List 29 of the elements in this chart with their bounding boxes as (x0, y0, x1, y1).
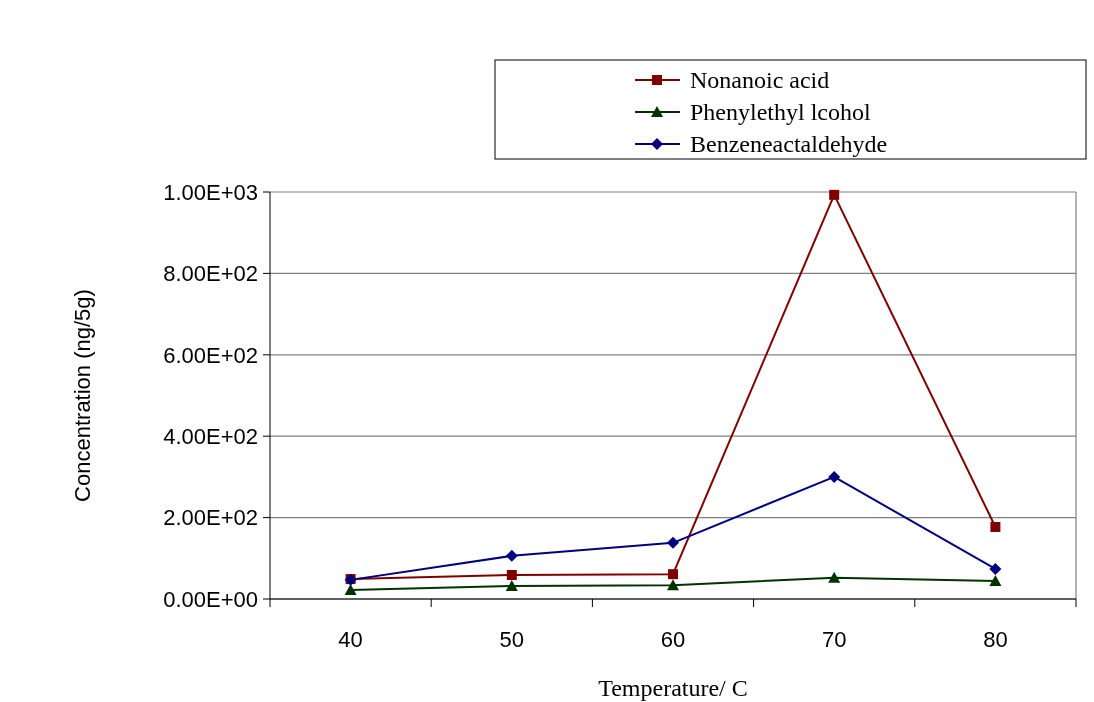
point (506, 569, 517, 580)
x-tick-label: 50 (499, 627, 525, 652)
point (344, 584, 357, 596)
legend-label: Phenylethyl lcohol (690, 99, 871, 126)
y-tick-label: 6.00E+02 (163, 342, 258, 368)
point (828, 571, 841, 583)
point (668, 569, 678, 580)
point (828, 470, 841, 483)
x-tick-label: 40 (338, 627, 363, 652)
point (989, 562, 1002, 575)
x-tick-label: 70 (821, 627, 847, 652)
y-tick-label: 1.00E+03 (163, 179, 258, 205)
legend-label: Benzeneactaldehyde (690, 131, 888, 158)
x-axis-title: Temperature/ C (598, 675, 748, 701)
point (505, 579, 518, 591)
point (667, 579, 679, 591)
point (989, 575, 1002, 587)
y-tick-label: 4.00E+02 (163, 423, 258, 449)
x-tick-label: 60 (660, 627, 686, 652)
point (829, 189, 840, 200)
y-tick-label: 8.00E+02 (163, 261, 258, 287)
y-tick-label: 2.00E+02 (163, 505, 258, 531)
legend-label: Nonanoic acid (690, 67, 830, 94)
point (505, 549, 518, 562)
y-axis-title: Concentration (ng/5g) (70, 289, 95, 502)
x-tick-label: 80 (983, 627, 1008, 652)
point (990, 521, 1001, 532)
point (667, 536, 679, 549)
y-tick-label: 0.00E+00 (163, 586, 258, 612)
